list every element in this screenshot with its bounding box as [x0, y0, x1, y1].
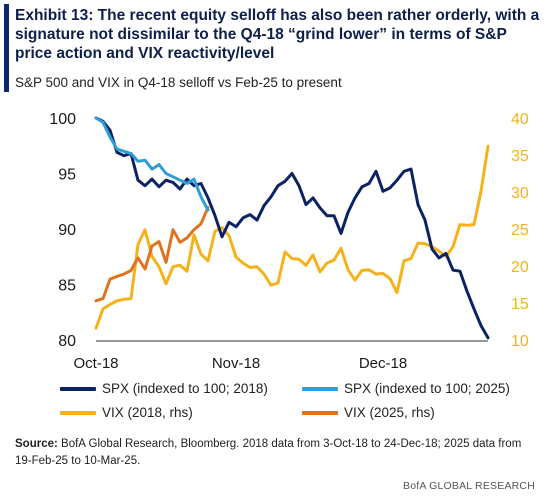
legend-swatch: [60, 410, 96, 415]
legend-item: SPX (indexed to 100; 2018): [60, 381, 268, 396]
series-line-0: [94, 116, 490, 340]
y-left-tick-label: 100: [49, 111, 76, 128]
chart-title: Exhibit 13: The recent equity selloff ha…: [15, 7, 540, 62]
chart-subtitle: S&P 500 and VIX in Q4-18 selloff vs Feb-…: [15, 75, 342, 90]
legend-item: VIX (2018, rhs): [60, 405, 193, 420]
accent-bar: [4, 4, 9, 92]
y-left-tick-label: 85: [58, 278, 76, 295]
series-line-1: [94, 116, 210, 212]
series-line-3: [94, 206, 210, 303]
source-note: Source: BofA Global Research, Bloomberg.…: [15, 436, 540, 470]
x-tick-label: Dec-18: [359, 355, 407, 372]
y-right-tick-label: 40: [511, 111, 529, 128]
legend-swatch: [60, 386, 96, 391]
y-left-tick-label: 80: [58, 333, 76, 350]
x-tick-label: Oct-18: [73, 355, 118, 372]
legend-label: VIX (2018, rhs): [102, 405, 193, 420]
legend-item: SPX (indexed to 100; 2025): [302, 381, 510, 396]
legend-swatch: [302, 410, 338, 415]
y-right-tick-label: 15: [511, 296, 529, 313]
legend-label: SPX (indexed to 100; 2025): [344, 381, 510, 396]
footer-brand: BofA GLOBAL RESEARCH: [403, 480, 535, 492]
source-label: Source:: [15, 438, 58, 450]
series-line-2: [94, 144, 490, 330]
y-left-tick-label: 90: [58, 222, 76, 239]
x-tick-label: Nov-18: [212, 355, 260, 372]
legend-label: SPX (indexed to 100; 2018): [102, 381, 268, 396]
y-right-tick-label: 35: [511, 148, 529, 165]
legend-label: VIX (2025, rhs): [344, 405, 435, 420]
y-right-tick-label: 25: [511, 222, 529, 239]
source-text: BofA Global Research, Bloomberg. 2018 da…: [15, 438, 522, 467]
y-right-tick-label: 10: [511, 333, 529, 350]
y-right-tick-label: 20: [511, 259, 529, 276]
y-left-tick-label: 95: [58, 167, 76, 184]
legend-item: VIX (2025, rhs): [302, 405, 435, 420]
y-right-tick-label: 30: [511, 185, 529, 202]
legend-swatch: [302, 386, 338, 391]
